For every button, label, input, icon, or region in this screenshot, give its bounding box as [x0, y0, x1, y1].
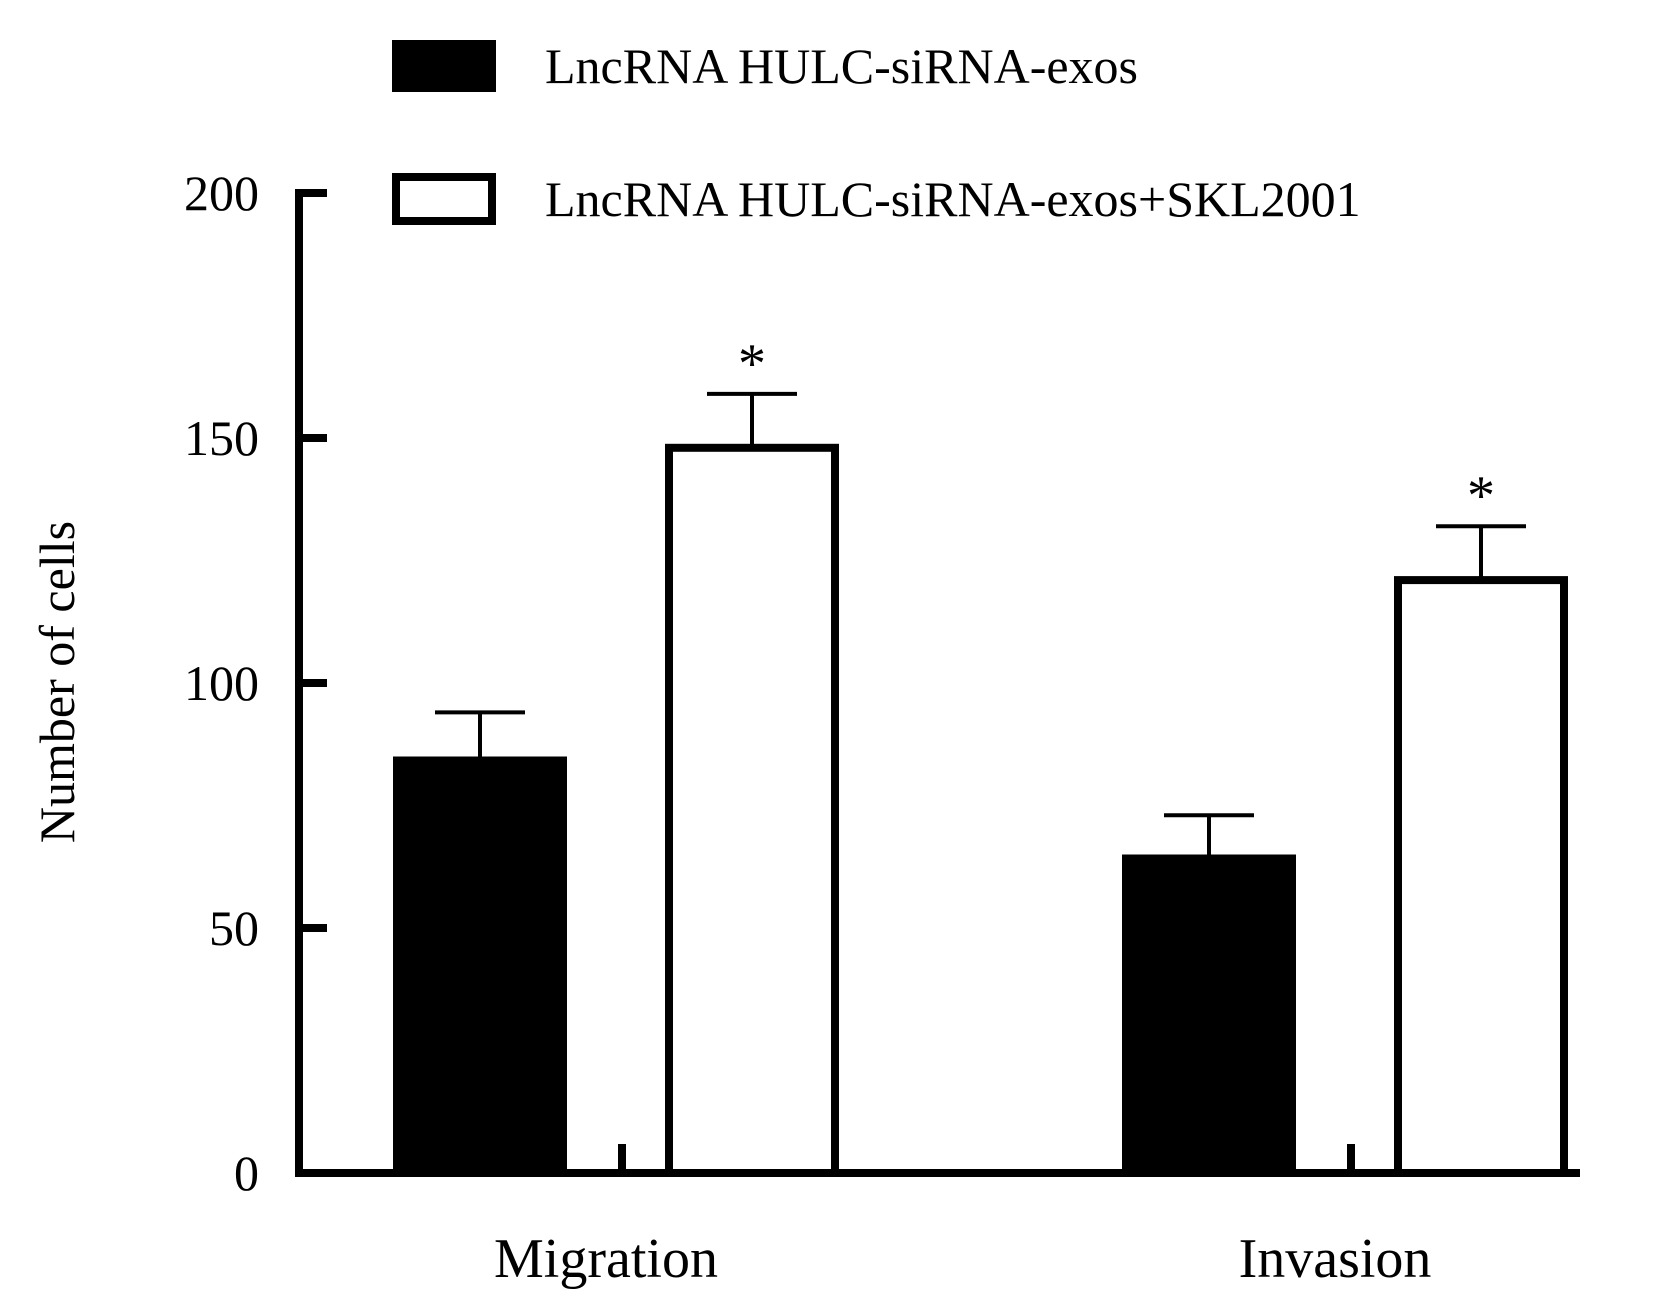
bar-series1-invasion: [1394, 576, 1568, 1177]
legend-label-series1: LncRNA HULC-siRNA-exos+SKL2001: [545, 171, 1361, 227]
y-axis-title: Number of cells: [29, 521, 85, 843]
y-tick-label-100: 100: [184, 655, 259, 711]
bar-series0-migration: [393, 756, 567, 1173]
x-category-label-invasion: Invasion: [1239, 1228, 1432, 1290]
significance-mark-migration: *: [738, 333, 766, 395]
significance-mark-invasion: *: [1467, 465, 1495, 527]
bar-series1-migration: [665, 443, 839, 1177]
y-tick-label-150: 150: [184, 410, 259, 466]
legend-label-series0: LncRNA HULC-siRNA-exos: [545, 38, 1138, 94]
bar-series0-invasion: [1122, 854, 1296, 1173]
legend-swatch-series0: [392, 40, 496, 92]
legend-swatch-series1: [392, 173, 496, 225]
y-tick-label-200: 200: [184, 165, 259, 221]
y-tick-label-0: 0: [234, 1145, 259, 1201]
y-tick-label-50: 50: [209, 900, 259, 956]
x-category-label-migration: Migration: [494, 1228, 718, 1290]
